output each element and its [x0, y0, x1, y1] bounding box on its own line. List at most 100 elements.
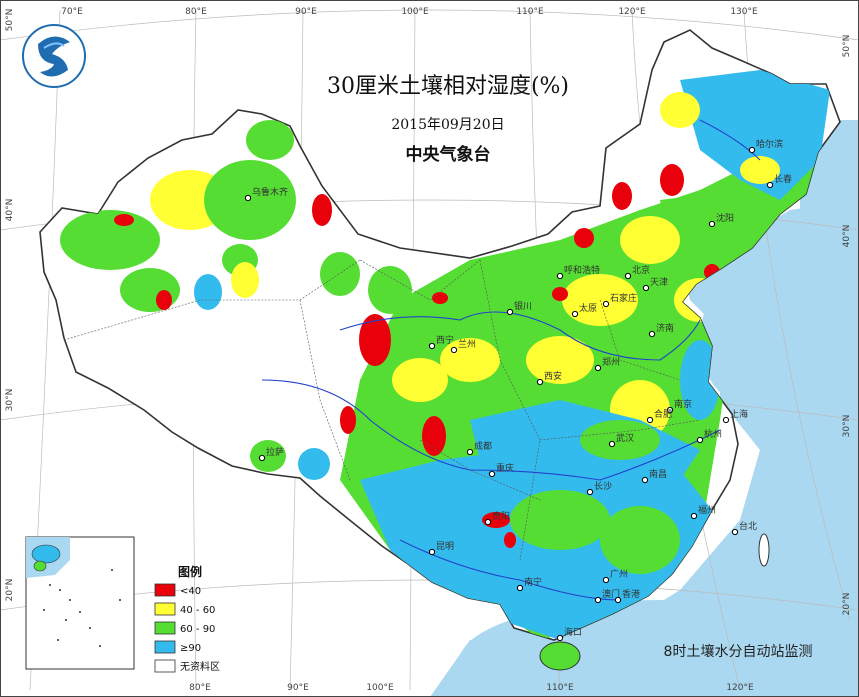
city-dot	[258, 454, 266, 462]
legend-label: 60 - 90	[180, 624, 215, 635]
city-dot	[571, 310, 579, 318]
city-dot	[722, 416, 730, 424]
city-label: 台北	[739, 520, 757, 532]
axis-tick-bottom: 100°E	[366, 683, 394, 693]
city-dot	[536, 378, 544, 386]
axis-tick-top: 120°E	[618, 7, 646, 17]
city-label: 合肥	[654, 408, 672, 420]
axis-tick-top: 130°E	[730, 7, 758, 17]
city-label: 西宁	[436, 334, 454, 346]
cma-logo	[22, 24, 86, 88]
city-label: 南京	[674, 398, 692, 410]
city-dot	[690, 512, 698, 520]
legend-swatch	[154, 621, 176, 635]
city-label: 乌鲁木齐	[252, 186, 288, 198]
city-dot	[614, 596, 622, 604]
city-dot	[648, 330, 656, 338]
city-label: 兰州	[458, 338, 476, 350]
city-dot	[666, 406, 674, 414]
axis-tick-bottom: 120°E	[726, 683, 754, 693]
city-dot	[488, 470, 496, 478]
city-dot	[594, 364, 602, 372]
axis-tick-right: 40°N	[842, 225, 852, 248]
city-label: 澳门	[602, 588, 620, 600]
axis-tick-top: 110°E	[516, 7, 544, 17]
city-label: 南宁	[524, 576, 542, 588]
moisture-fill	[60, 70, 830, 640]
city-dot	[708, 220, 716, 228]
city-label: 北京	[632, 264, 650, 276]
city-dot	[516, 584, 524, 592]
city-dot	[506, 308, 514, 316]
city-label: 上海	[730, 408, 748, 420]
axis-tick-left: 40°N	[5, 199, 15, 222]
city-label: 济南	[656, 322, 674, 334]
axis-labels: 70°E 80°E 90°E 100°E 110°E 120°E 130°E 80°E 90°E…	[5, 7, 852, 693]
city-label: 银川	[514, 300, 532, 312]
legend-title: 图例	[178, 564, 202, 579]
city-label: 广州	[610, 568, 628, 580]
legend-items: <40 40 - 60 60 - 90 ≥90 无资料区	[154, 583, 220, 673]
axis-tick-left: 30°N	[5, 389, 15, 412]
city-dot	[696, 436, 704, 444]
city-dot	[624, 272, 632, 280]
map-title: 30厘米土壤相对湿度(%)	[327, 74, 569, 99]
legend-swatch	[154, 602, 176, 616]
city-label: 武汉	[616, 432, 634, 444]
legend-swatch	[154, 583, 176, 597]
city-label: 海口	[564, 626, 582, 638]
map-footnote: 8时土壤水分自动站监测	[664, 643, 813, 660]
city-dot	[766, 181, 774, 189]
city-label: 长沙	[594, 480, 612, 492]
taiwan-island	[758, 533, 770, 567]
city-dot	[586, 488, 594, 496]
city-label: 南昌	[649, 468, 667, 480]
map-date: 2015年09月20日	[391, 117, 504, 133]
city-dot	[244, 194, 252, 202]
city-dot	[646, 416, 654, 424]
axis-tick-right: 30°N	[842, 415, 852, 438]
city-dot	[428, 342, 436, 350]
axis-tick-right: 20°N	[842, 593, 852, 616]
city-label: 郑州	[602, 356, 620, 368]
city-label: 拉萨	[266, 446, 284, 458]
city-label: 香港	[622, 588, 640, 600]
city-label: 西安	[544, 370, 562, 382]
axis-tick-left: 20°N	[5, 579, 15, 602]
city-label: 太原	[579, 302, 597, 314]
city-label: 天津	[650, 277, 668, 288]
province-borders	[63, 259, 701, 561]
city-label: 福州	[698, 504, 716, 516]
axis-tick-top: 100°E	[401, 7, 429, 17]
city-dot	[594, 596, 602, 604]
axis-tick-bottom: 110°E	[546, 683, 574, 693]
axis-tick-top: 90°E	[295, 7, 317, 17]
legend-swatch	[154, 640, 176, 654]
legend-label: <40	[180, 586, 201, 597]
axis-tick-left: 50°N	[5, 9, 15, 32]
city-dot	[556, 272, 564, 280]
city-dot	[641, 476, 649, 484]
city-dot	[642, 284, 650, 292]
legend: 图例 <40 40 - 60 60 - 90 ≥90 无资料区	[154, 564, 220, 673]
city-label: 贵阳	[492, 510, 510, 522]
axis-tick-top: 80°E	[185, 7, 207, 17]
city-dot	[428, 548, 436, 556]
axis-tick-top: 70°E	[61, 7, 83, 17]
axis-tick-right: 50°N	[842, 35, 852, 58]
city-label: 成都	[474, 440, 492, 452]
city-label: 沈阳	[716, 212, 734, 224]
city-dot	[602, 300, 610, 308]
axis-tick-bottom: 90°E	[287, 683, 309, 693]
legend-label: 无资料区	[180, 660, 220, 673]
city-label: 呼和浩特	[564, 264, 600, 276]
city-dot	[484, 518, 492, 526]
city-dot	[556, 634, 564, 642]
legend-label: 40 - 60	[180, 605, 215, 616]
city-label: 哈尔滨	[756, 138, 783, 150]
legend-swatch	[154, 659, 176, 673]
city-label: 重庆	[496, 462, 514, 474]
hainan-island	[539, 641, 581, 671]
